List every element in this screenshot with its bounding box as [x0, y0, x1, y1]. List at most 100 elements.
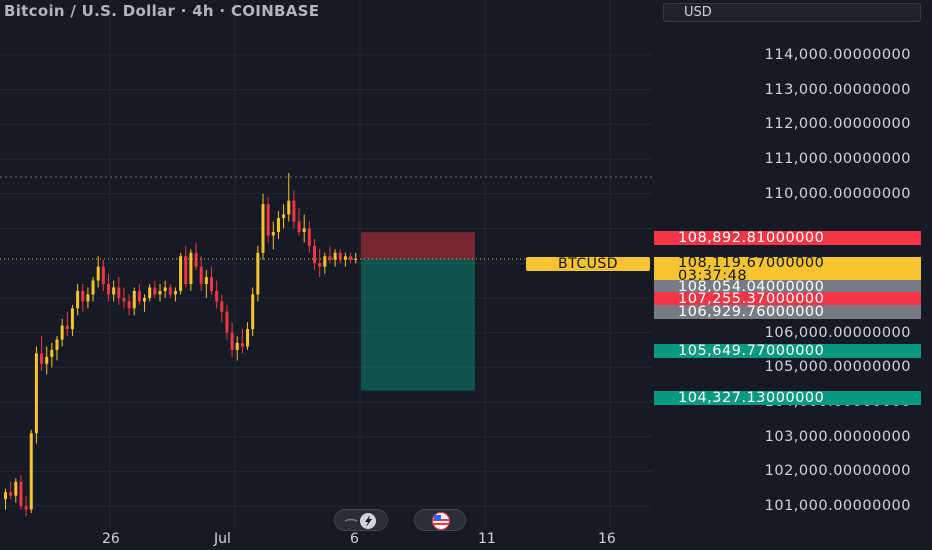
candle-body [91, 280, 95, 295]
candle-body [328, 256, 332, 260]
candle-body [132, 290, 136, 309]
take-profit-tag-2: 104,327.13000000 [654, 391, 921, 405]
us-flag-icon[interactable] [414, 509, 466, 531]
take-profit-tag-1: 105,649.77000000 [654, 344, 921, 358]
time-axis-label: 26 [102, 531, 120, 547]
current-price-tag: 108,119.67000000 03:37:48 [654, 255, 921, 284]
candle-body [86, 294, 90, 302]
chart-area[interactable] [0, 0, 652, 528]
current-price-value: 108,119.67000000 [678, 255, 825, 271]
price-tag-gray-1: 108,054.04000000 [654, 280, 921, 294]
time-axis-label: 6 [350, 531, 359, 547]
candle-body [282, 214, 286, 219]
candle-body [251, 294, 255, 330]
candle-body [127, 301, 131, 309]
candle-body [271, 231, 275, 236]
candle-body [313, 245, 316, 264]
candle-body [101, 266, 105, 285]
candle-body [210, 277, 213, 291]
candle-body [76, 290, 80, 309]
candle-body [19, 481, 23, 507]
candle-body [9, 492, 13, 496]
price-tag-gray-2: 106,929.76000000 [654, 305, 921, 319]
price-axis-label: 112,000.00000000 [764, 116, 911, 133]
price-axis-label: 105,000.00000000 [764, 359, 911, 376]
candle-body [199, 266, 203, 285]
candle-body [96, 266, 100, 281]
candle-body [194, 252, 198, 267]
candle-body [189, 252, 193, 285]
candle-body [323, 256, 327, 267]
price-axis-label: 110,000.00000000 [764, 185, 911, 202]
candle-body [256, 252, 260, 295]
candle-body [81, 290, 85, 302]
take-profit-zone[interactable] [361, 259, 475, 391]
candle-body [179, 256, 183, 291]
candle-body [307, 228, 311, 246]
candle-body [287, 200, 291, 215]
candle-body [4, 492, 7, 500]
stop-loss-zone[interactable] [361, 232, 475, 260]
candle-body [14, 481, 18, 496]
time-axis-label: 16 [598, 531, 616, 547]
candle-body [168, 287, 172, 295]
candle-body [122, 297, 126, 302]
price-chart[interactable] [0, 0, 652, 528]
candle-body [143, 297, 147, 302]
candle-body [55, 339, 59, 350]
candle-body [112, 287, 116, 295]
candle-body [34, 353, 38, 434]
candle-body [354, 259, 358, 261]
candle-body [302, 228, 306, 232]
candle-countdown: 03:37:48 [678, 267, 748, 284]
candle-body [153, 287, 157, 295]
candle-body [297, 221, 301, 232]
candle-body [204, 277, 208, 285]
stop-loss-tag: 108,892.81000000 [654, 231, 921, 245]
candle-body [29, 433, 33, 510]
price-axis-label: 102,000.00000000 [764, 463, 911, 480]
price-axis-label: 101,000.00000000 [764, 498, 911, 515]
symbol-price-label: BTCUSD [526, 257, 650, 271]
candle-body [225, 311, 229, 333]
candle-body [24, 506, 28, 510]
candle-body [184, 256, 188, 285]
candle-body [158, 290, 162, 295]
candle-body [230, 332, 234, 350]
candle-body [107, 284, 110, 295]
candle-body [40, 353, 44, 364]
price-axis-label: 103,000.00000000 [764, 428, 911, 445]
candle-body [333, 252, 337, 260]
candle-body [246, 329, 250, 347]
candle-body [163, 287, 167, 291]
currency-selector[interactable]: USD [663, 3, 921, 22]
candle-body [261, 204, 265, 253]
candle-body [292, 200, 296, 222]
candle-body [318, 263, 322, 267]
candle-body [65, 325, 69, 330]
price-axis-label: 106,000.00000000 [764, 324, 911, 341]
candle-body [276, 218, 280, 232]
chart-title: Bitcoin / U.S. Dollar · 4h · COINBASE [4, 2, 320, 20]
candle-body [266, 204, 270, 236]
lightning-icon[interactable] [334, 509, 388, 531]
candle-body [240, 343, 244, 347]
time-axis-label: 11 [478, 531, 496, 547]
candle-body [349, 256, 353, 260]
candle-body [148, 287, 152, 298]
price-axis-label: 114,000.00000000 [764, 47, 911, 63]
candle-body [173, 290, 177, 295]
candle-body [137, 290, 141, 302]
candle-body [45, 356, 49, 364]
price-axis-label: 113,000.00000000 [764, 81, 911, 98]
price-axis-label: 111,000.00000000 [764, 151, 911, 168]
candle-body [70, 308, 74, 330]
candle-body [220, 301, 224, 312]
candle-body [338, 252, 342, 260]
time-axis-label: Jul [214, 531, 231, 547]
candle-body [235, 343, 239, 350]
candle-body [50, 349, 54, 357]
candle-body [215, 290, 219, 302]
price-tag-red-2: 107,255.37000000 [654, 292, 921, 306]
candle-body [343, 256, 347, 260]
